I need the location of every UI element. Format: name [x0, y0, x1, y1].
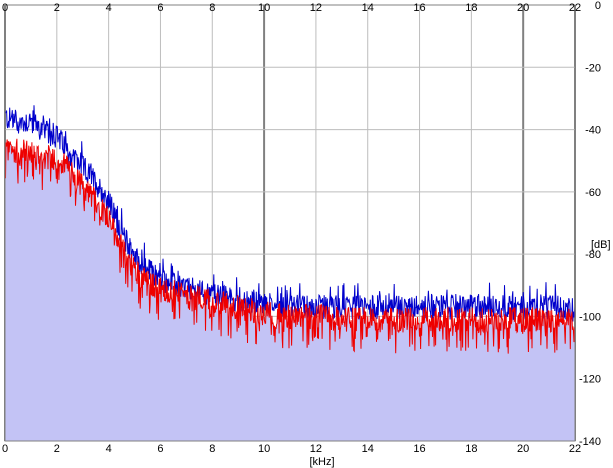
- y-tick-label: -60: [585, 187, 601, 199]
- plot-border: [4, 4, 576, 442]
- y-tick-label: -100: [579, 311, 601, 323]
- x-tick-label-bottom: 6: [157, 443, 163, 455]
- y-tick-label: -20: [585, 62, 601, 74]
- x-tick-label-top: 22: [569, 2, 581, 14]
- x-tick-label-bottom: 20: [517, 443, 529, 455]
- x-tick-label-top: 0: [2, 2, 8, 14]
- x-tick-label-top: 16: [413, 2, 425, 14]
- x-tick-label-top: 14: [362, 2, 374, 14]
- x-tick-label-top: 10: [258, 2, 270, 14]
- x-tick-label-bottom: 4: [106, 443, 112, 455]
- x-axis-label: [kHz]: [309, 456, 334, 468]
- x-tick-label-top: 18: [465, 2, 477, 14]
- x-tick-label-top: 12: [310, 2, 322, 14]
- x-tick-label-top: 8: [209, 2, 215, 14]
- y-tick-label: 0: [595, 0, 601, 12]
- y-tick-label: -120: [579, 374, 601, 386]
- y-tick-label: -80: [585, 249, 601, 261]
- y-tick-label: -140: [579, 436, 601, 448]
- y-axis-label: [dB]: [591, 239, 611, 251]
- x-tick-label-top: 6: [157, 2, 163, 14]
- spectrum-fill: [5, 138, 575, 442]
- series-layer: [4, 105, 576, 442]
- x-tick-label-bottom: 12: [310, 443, 322, 455]
- x-tick-label-bottom: 16: [413, 443, 425, 455]
- x-tick-label-bottom: 18: [465, 443, 477, 455]
- x-tick-label-bottom: 0: [2, 443, 8, 455]
- x-tick-label-bottom: 22: [569, 443, 581, 455]
- x-tick-label-bottom: 2: [54, 443, 60, 455]
- y-tick-label: -40: [585, 125, 601, 137]
- x-tick-label-bottom: 10: [258, 443, 270, 455]
- series-blue-line: [4, 105, 576, 322]
- x-tick-label-top: 4: [106, 2, 112, 14]
- x-tick-label-top: 2: [54, 2, 60, 14]
- series-red-line: [4, 138, 576, 354]
- x-tick-label-bottom: 8: [209, 443, 215, 455]
- x-tick-label-top: 20: [517, 2, 529, 14]
- y-tick-labels: 0 -20 -40 -60 -80 -100 -120 -140: [579, 0, 601, 448]
- x-tick-label-bottom: 14: [362, 443, 374, 455]
